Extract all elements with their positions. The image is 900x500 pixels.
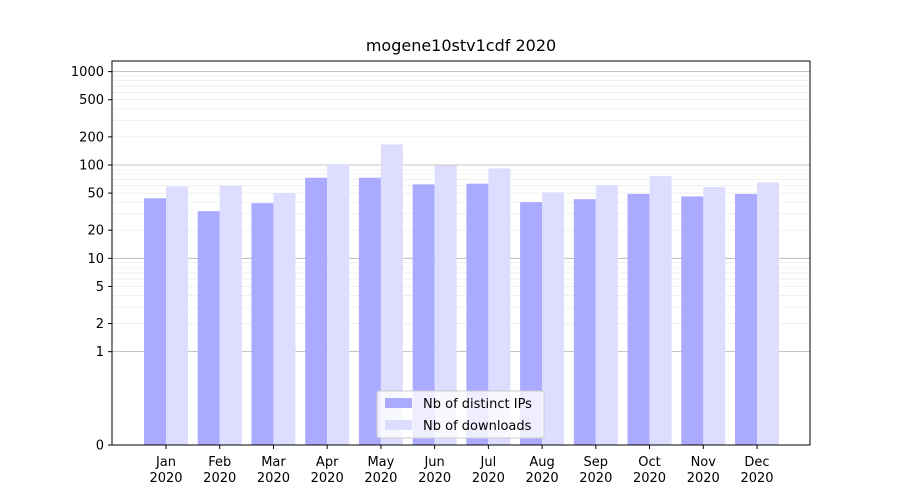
- y-tick-label: 20: [87, 224, 104, 239]
- x-tick-label: Aug 2020: [526, 455, 559, 486]
- x-tick-label: Mar 2020: [257, 455, 290, 486]
- y-tick-label: 10: [87, 252, 104, 267]
- bar-distinct-ips: [358, 177, 381, 445]
- y-tick-label: 1: [96, 345, 104, 360]
- x-tick-label: Jul 2020: [472, 455, 505, 486]
- y-tick-label: 200: [79, 130, 104, 145]
- bar-downloads: [757, 182, 779, 445]
- bar-downloads: [542, 192, 565, 445]
- bar-downloads: [434, 165, 457, 446]
- bars: [144, 144, 779, 446]
- bar-downloads: [327, 164, 350, 445]
- legend-swatch-distinct-ips: [385, 398, 412, 408]
- bar-distinct-ips: [627, 193, 650, 445]
- bar-distinct-ips: [466, 183, 489, 445]
- bar-downloads: [219, 185, 242, 445]
- bar-downloads: [649, 176, 672, 445]
- bar-distinct-ips: [681, 196, 704, 445]
- y-tick-label: 100: [79, 158, 104, 173]
- bar-downloads: [595, 185, 618, 445]
- y-tick-label: 500: [79, 93, 104, 108]
- x-tick-label: Oct 2020: [633, 455, 666, 486]
- bar-downloads: [488, 168, 511, 445]
- legend-box: [376, 390, 545, 439]
- bar-downloads: [273, 193, 296, 445]
- x-tick-label: Jan 2020: [149, 455, 182, 486]
- legend-label-distinct-ips: Nb of distinct IPs: [423, 397, 532, 412]
- x-tick-label: Apr 2020: [311, 455, 344, 486]
- x-tick-label: May 2020: [364, 455, 397, 486]
- legend-label-downloads: Nb of downloads: [423, 419, 532, 434]
- chart-title: mogene10stv1cdf 2020: [366, 36, 556, 55]
- bar-downloads: [703, 187, 726, 445]
- y-tick-label: 5: [96, 280, 104, 295]
- x-axis: Jan 2020 Feb 2020 Mar 2020 Apr 2020 May 2020 Jun 20…: [149, 445, 774, 486]
- legend-swatch-downloads: [385, 420, 412, 430]
- bar-distinct-ips: [197, 211, 220, 445]
- bar-distinct-ips: [412, 184, 435, 445]
- bar-distinct-ips: [573, 199, 596, 445]
- legend: Nb of distinct IPs Nb of downloads: [376, 390, 545, 439]
- y-tick-label: 0: [96, 439, 104, 454]
- y-tick-label: 50: [87, 187, 104, 202]
- x-tick-label: Nov 2020: [687, 455, 720, 486]
- y-tick-label: 1000: [71, 65, 104, 80]
- bar-downloads: [166, 186, 188, 445]
- x-tick-label: Feb 2020: [203, 455, 236, 486]
- bar-downloads: [380, 144, 403, 445]
- plot-frame: [111, 60, 811, 446]
- bar-distinct-ips: [520, 202, 543, 445]
- bar-distinct-ips: [735, 193, 757, 445]
- y-axis: 0 1 2 5 10 20 50 100 200 500 1000: [71, 65, 112, 454]
- bar-distinct-ips: [144, 198, 166, 445]
- x-tick-label: Dec 2020: [740, 455, 773, 486]
- bar-distinct-ips: [251, 203, 274, 445]
- x-tick-label: Sep 2020: [579, 455, 612, 486]
- y-tick-label: 2: [96, 317, 104, 332]
- bar-distinct-ips: [305, 177, 328, 445]
- x-tick-label: Jun 2020: [418, 455, 451, 486]
